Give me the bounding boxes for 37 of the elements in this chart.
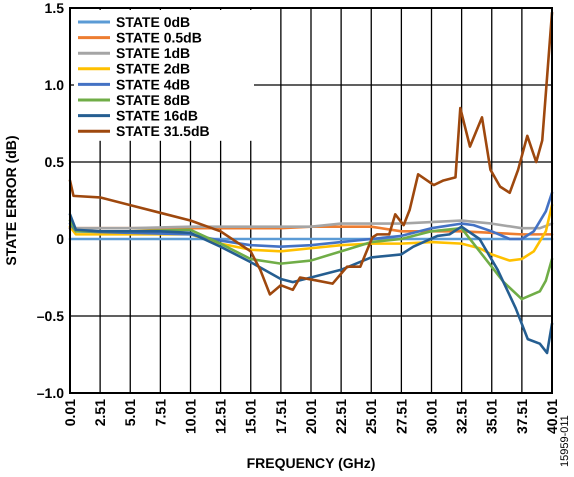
- x-tick-label: 25.01: [363, 398, 380, 434]
- x-tick-label: 2.51: [92, 398, 108, 426]
- y-axis-title: STATE ERROR (dB): [3, 135, 19, 266]
- legend-label: STATE 0.5dB: [116, 30, 202, 46]
- x-tick-label: 30.01: [423, 398, 440, 434]
- legend-label: STATE 2dB: [116, 60, 190, 77]
- x-axis-title: FREQUENCY (GHz): [246, 455, 376, 471]
- legend-label: STATE 31.5dB: [116, 123, 210, 140]
- legend-label: STATE 16dB: [116, 108, 198, 124]
- x-tick-label: 12.51: [212, 398, 229, 434]
- y-tick-label: 1.0: [44, 76, 64, 93]
- x-tick-label: 20.01: [302, 398, 319, 434]
- y-tick-label: 0: [56, 230, 64, 247]
- x-tick-label: 40.01: [544, 398, 560, 434]
- x-tick-label: 22.51: [333, 398, 350, 434]
- x-tick-label: 17.51: [272, 398, 289, 434]
- x-tick-label: 0.01: [62, 398, 78, 426]
- legend-label: STATE 4dB: [116, 76, 190, 92]
- x-tick-label: 32.51: [454, 398, 470, 434]
- x-tick-label: 27.51: [393, 398, 410, 434]
- x-tick-label: 37.51: [514, 398, 530, 434]
- x-tick-label: 10.01: [182, 398, 198, 434]
- text: 15959-011: [559, 415, 571, 467]
- x-tick-label: 7.51: [152, 398, 168, 426]
- legend-label: STATE 0dB: [116, 14, 190, 30]
- y-tick-label: –0.5: [36, 308, 64, 324]
- x-tick-label: 35.01: [484, 398, 500, 434]
- legend-label: STATE 8dB: [116, 92, 190, 108]
- y-tick-label: 0.5: [44, 154, 64, 170]
- y-tick-label: 1.5: [44, 0, 64, 16]
- line-series: [68, 11, 554, 296]
- legend-label: STATE 1dB: [116, 45, 190, 62]
- line-series: [68, 213, 554, 354]
- x-tick-label: 5.01: [122, 398, 138, 426]
- x-tick-label: 15.01: [242, 398, 259, 434]
- y-tick-label: –1.0: [36, 384, 64, 401]
- line-series: [68, 219, 554, 230]
